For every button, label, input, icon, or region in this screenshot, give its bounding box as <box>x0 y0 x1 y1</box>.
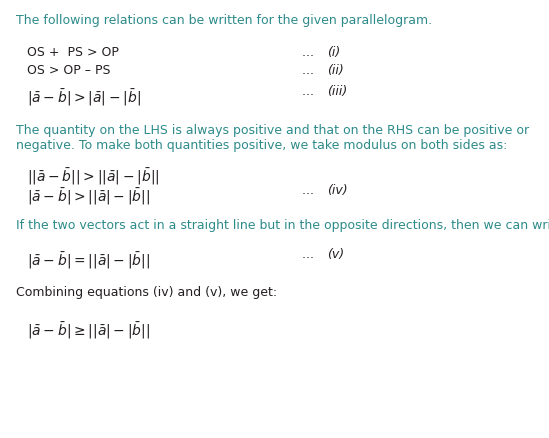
Text: The following relations can be written for the given parallelogram.: The following relations can be written f… <box>16 14 433 27</box>
Text: (v): (v) <box>327 248 344 261</box>
Text: $|\bar{a} - \bar{b}|\geq||\bar{a}|-|\bar{b}||$: $|\bar{a} - \bar{b}|\geq||\bar{a}|-|\bar… <box>27 321 151 342</box>
Text: If the two vectors act in a straight line but in the opposite directions, then w: If the two vectors act in a straight lin… <box>16 219 549 232</box>
Text: (ii): (ii) <box>327 64 344 77</box>
Text: (iii): (iii) <box>327 85 347 99</box>
Text: $|\bar{a} - \bar{b}|>||\bar{a}|-|\bar{b}||$: $|\bar{a} - \bar{b}|>||\bar{a}|-|\bar{b}… <box>27 186 151 207</box>
Text: (iv): (iv) <box>327 184 348 197</box>
Text: negative. To make both quantities positive, we take modulus on both sides as:: negative. To make both quantities positi… <box>16 139 508 152</box>
Text: Combining equations (iv) and (v), we get:: Combining equations (iv) and (v), we get… <box>16 286 278 299</box>
Text: (i): (i) <box>327 46 340 59</box>
Text: OS +  PS > OP: OS + PS > OP <box>27 46 119 59</box>
Text: $||\bar{a} - \bar{b}||>||\bar{a}|-|\bar{b}||$: $||\bar{a} - \bar{b}||>||\bar{a}|-|\bar{… <box>27 166 160 187</box>
Text: $|\bar{a} - \bar{b}|>|\bar{a}|-|\bar{b}|$: $|\bar{a} - \bar{b}|>|\bar{a}|-|\bar{b}|… <box>27 88 142 109</box>
Text: ...: ... <box>302 184 318 197</box>
Text: OS > OP – PS: OS > OP – PS <box>27 64 111 77</box>
Text: ...: ... <box>302 46 318 59</box>
Text: ...: ... <box>302 85 318 99</box>
Text: ...: ... <box>302 248 318 261</box>
Text: $|\bar{a} - \bar{b}|=||\bar{a}|-|\bar{b}||$: $|\bar{a} - \bar{b}|=||\bar{a}|-|\bar{b}… <box>27 251 151 272</box>
Text: ...: ... <box>302 64 318 77</box>
Text: The quantity on the LHS is always positive and that on the RHS can be positive o: The quantity on the LHS is always positi… <box>16 124 530 137</box>
